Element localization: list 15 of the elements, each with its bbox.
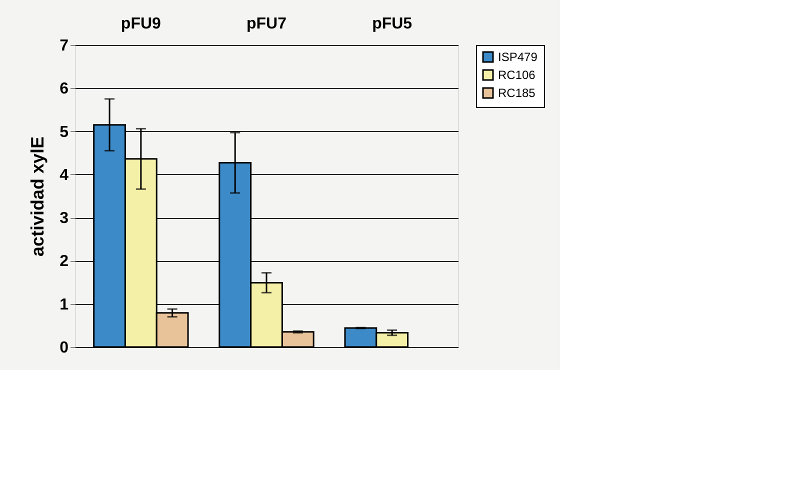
y-tick-label: 5 xyxy=(60,124,69,141)
y-tick-label: 6 xyxy=(60,80,69,98)
legend-label: RC185 xyxy=(498,86,536,100)
y-tick-label: 3 xyxy=(60,210,69,228)
legend-label: ISP479 xyxy=(498,50,538,64)
y-tick-label: 0 xyxy=(60,340,69,356)
y-axis-title: actividad xylE xyxy=(28,136,48,257)
x-tick-label: pFU7 xyxy=(246,16,287,32)
x-tick-label: pFU5 xyxy=(372,16,412,32)
y-tick-label: 1 xyxy=(60,296,69,314)
y-tick-label: 4 xyxy=(60,166,69,184)
legend-label: RC106 xyxy=(498,68,536,82)
x-tick-label: pFU9 xyxy=(120,16,162,32)
y-tick-label: 2 xyxy=(60,253,69,270)
y-tick-label: 7 xyxy=(60,38,69,54)
